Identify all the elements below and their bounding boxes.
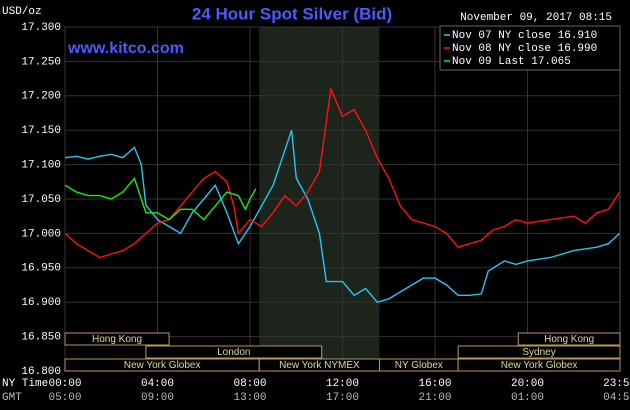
x-tick-label: 23:59	[603, 378, 630, 390]
y-tick-label: 16.900	[21, 297, 61, 309]
legend-box	[439, 25, 621, 71]
session-label: New York Globex	[501, 360, 578, 371]
session-box	[145, 345, 323, 359]
legend-label: Nov 08 NY close 16.990	[452, 43, 597, 55]
y-tick-label: 16.800	[21, 366, 61, 378]
gmt-tick-label: 05:00	[48, 392, 81, 404]
gmt-tick-label: 01:00	[511, 392, 544, 404]
row-label: GMT	[2, 392, 22, 404]
session-label: New York NYMEX	[279, 360, 360, 371]
gmt-tick-label: 09:00	[141, 392, 174, 404]
session-label: New York Globex	[124, 360, 201, 371]
y-tick-label: 16.950	[21, 263, 61, 275]
gmt-tick-label: 13:00	[233, 392, 266, 404]
session-box	[457, 345, 621, 359]
y-tick-label: 17.050	[21, 194, 61, 206]
y-tick-label: 16.850	[21, 332, 61, 344]
y-tick-label: 17.300	[21, 22, 61, 34]
series-line	[64, 176, 257, 221]
session-label: London	[217, 347, 250, 358]
session-box	[64, 332, 170, 346]
y-tick-label: 17.250	[21, 56, 61, 68]
session-label: Hong Kong	[92, 334, 142, 345]
gmt-tick-label: 17:00	[326, 392, 359, 404]
series-line	[64, 129, 620, 304]
gmt-tick-label: 04:59	[603, 392, 630, 404]
x-tick-label: 04:00	[141, 378, 174, 390]
series-line	[64, 86, 621, 259]
watermark: www.kitco.com	[67, 40, 184, 57]
row-label: NY Time	[2, 378, 48, 390]
x-tick-label: 00:00	[48, 378, 81, 390]
session-label: Sydney	[522, 347, 555, 358]
x-tick-label: 08:00	[233, 378, 266, 390]
gmt-tick-label: 21:00	[418, 392, 451, 404]
x-tick-label: 20:00	[511, 378, 544, 390]
y-tick-label: 17.200	[21, 91, 61, 103]
y-tick-label: 17.000	[21, 228, 61, 240]
y-tick-label: 17.100	[21, 160, 61, 172]
session-label: NY Globex	[395, 360, 443, 371]
chart-title: 24 Hour Spot Silver (Bid)	[192, 4, 392, 23]
session-box	[457, 358, 621, 372]
session-label: Hong Kong	[544, 334, 594, 345]
timestamp: November 09, 2017 08:15	[460, 12, 612, 24]
x-tick-label: 16:00	[418, 378, 451, 390]
legend-label: Nov 07 NY close 16.910	[452, 30, 597, 42]
legend-label: Nov 09 Last 17.065	[452, 56, 571, 68]
x-tick-label: 12:00	[326, 378, 359, 390]
unit-label: USD/oz	[2, 6, 42, 18]
session-box	[517, 332, 621, 346]
y-tick-label: 17.150	[21, 125, 61, 137]
